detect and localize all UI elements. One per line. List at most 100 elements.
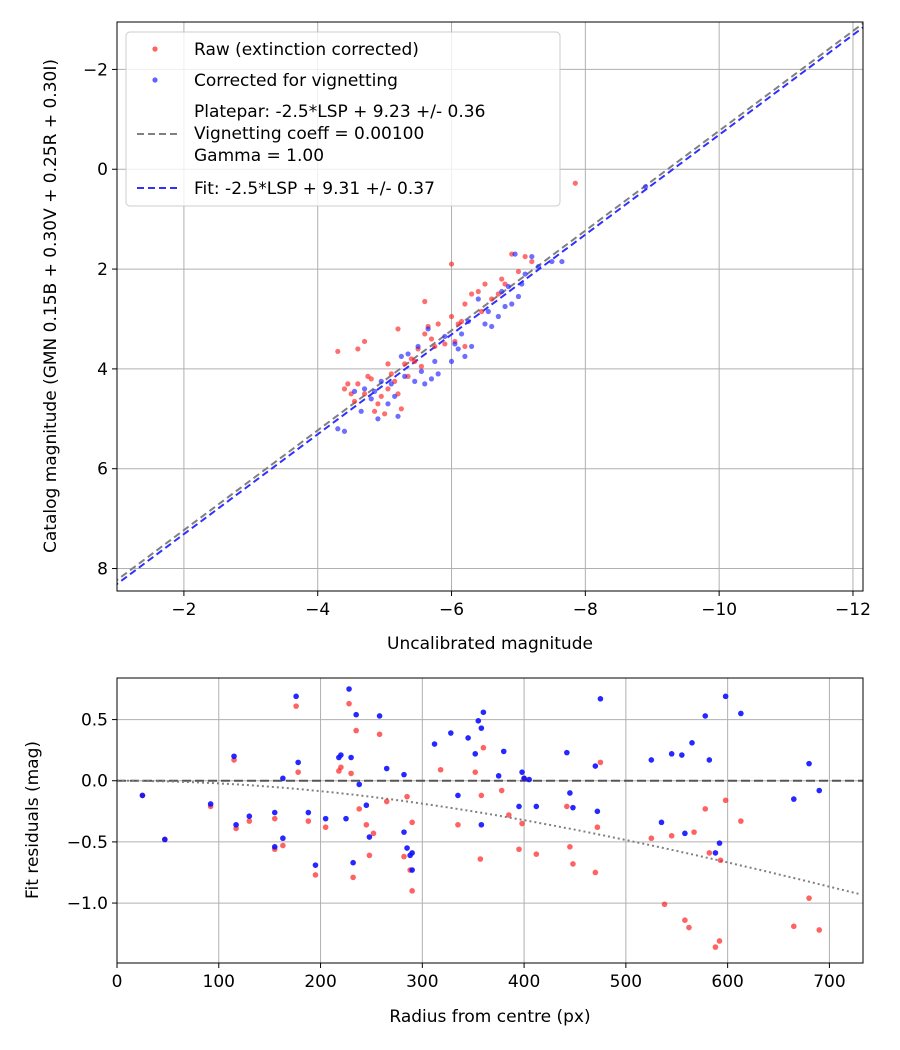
- raw-residual-point: [790, 923, 797, 930]
- corrected-residual-point: [495, 773, 502, 779]
- top-y-ticks: −2 0 2 4 6 8: [83, 60, 117, 580]
- residuals-chart: 0 100 200 300 400 500 600 700 0.5 0.0 −0.5 −1.0 Ra…: [23, 677, 864, 1027]
- raw-residual-point: [816, 927, 823, 933]
- raw-residual-point: [806, 895, 812, 901]
- corrected-residual-point: [312, 862, 319, 868]
- corrected-residual-point: [702, 713, 709, 719]
- bottom-grid: [116, 678, 863, 963]
- corrected-residual-point: [455, 792, 461, 799]
- raw-point: [475, 288, 481, 295]
- raw-point: [469, 291, 475, 297]
- raw-residual-point: [346, 700, 352, 707]
- raw-point: [345, 381, 351, 387]
- bottom-x-tick-label: 500: [610, 972, 642, 992]
- corrected-point: [422, 381, 428, 387]
- raw-point: [335, 348, 341, 355]
- corrected-residual-point: [472, 751, 479, 757]
- top-x-tick-label: −4: [305, 600, 330, 620]
- raw-residual-point: [271, 815, 278, 822]
- raw-point: [375, 401, 381, 407]
- raw-residual-point: [706, 850, 713, 856]
- raw-residual-point: [376, 731, 383, 738]
- raw-residual-point: [592, 869, 599, 876]
- corrected-point: [435, 371, 441, 377]
- top-points: [335, 180, 649, 434]
- raw-residual-point: [712, 944, 719, 950]
- top-y-tick-label: 4: [97, 360, 108, 380]
- bottom-points: [139, 686, 823, 950]
- corrected-point: [368, 396, 374, 402]
- corrected-residual-point: [567, 790, 573, 796]
- raw-residual-point: [409, 819, 415, 826]
- corrected-residual-point: [366, 834, 373, 840]
- corrected-residual-point: [570, 804, 576, 811]
- legend-corrected-marker: [152, 77, 158, 83]
- corrected-residual-point: [404, 845, 410, 851]
- bottom-y-tick-label: 0.5: [81, 711, 108, 731]
- corrected-point: [458, 331, 465, 337]
- corrected-residual-point: [533, 803, 540, 810]
- corrected-point: [412, 378, 418, 384]
- corrected-residual-point: [738, 710, 744, 717]
- corrected-residual-point: [806, 760, 812, 767]
- raw-residual-point: [691, 829, 697, 835]
- legend-platepar-label: Platepar: -2.5*LSP + 9.23 +/- 0.36: [194, 102, 485, 122]
- raw-point: [522, 253, 528, 260]
- corrected-point: [535, 263, 542, 270]
- raw-residual-point: [597, 759, 604, 766]
- corrected-point: [448, 358, 455, 365]
- fit-line: [117, 26, 863, 586]
- corrected-point: [522, 271, 528, 277]
- top-x-tick-label: −2: [171, 600, 196, 620]
- legend-vignetting-label: Vignetting coeff = 0.00100: [194, 124, 424, 144]
- top-x-tick-label: −12: [835, 600, 871, 620]
- bottom-x-tick-label: 600: [711, 972, 743, 992]
- raw-residual-point: [567, 843, 573, 850]
- legend-corrected-label: Corrected for vignetting: [194, 71, 398, 91]
- corrected-residual-point: [348, 754, 354, 761]
- raw-residual-point: [477, 856, 484, 862]
- raw-point: [462, 301, 468, 307]
- raw-point: [371, 408, 378, 414]
- corrected-residual-point: [526, 776, 532, 783]
- corrected-residual-point: [322, 815, 329, 822]
- corrected-point: [485, 308, 491, 315]
- corrected-residual-point: [564, 749, 570, 756]
- top-fit-lines: [117, 22, 863, 586]
- corrected-residual-point: [475, 718, 482, 724]
- corrected-point: [351, 388, 358, 394]
- corrected-residual-point: [363, 802, 370, 809]
- corrected-point: [529, 253, 535, 260]
- raw-residual-point: [348, 770, 354, 777]
- bottom-y-tick-label: −1.0: [67, 894, 108, 914]
- raw-residual-point: [370, 830, 377, 837]
- corrected-residual-point: [338, 752, 344, 758]
- corrected-residual-point: [689, 740, 695, 746]
- corrected-residual-point: [293, 693, 299, 700]
- platepar-line: [117, 22, 863, 582]
- raw-point: [448, 313, 455, 320]
- raw-residual-point: [564, 803, 570, 810]
- legend: Raw (extinction corrected) Corrected for…: [125, 31, 561, 207]
- corrected-point: [432, 358, 438, 365]
- corrected-residual-point: [712, 850, 719, 856]
- raw-point: [422, 298, 428, 305]
- corrected-residual-point: [280, 775, 286, 782]
- raw-point: [572, 180, 578, 186]
- corrected-point: [405, 351, 411, 357]
- bottom-x-tick-label: 100: [203, 972, 235, 992]
- raw-point: [355, 346, 361, 352]
- corrected-point: [415, 343, 421, 350]
- raw-point: [365, 373, 371, 379]
- top-plot-frame: [116, 21, 864, 592]
- raw-point: [395, 326, 401, 332]
- raw-point: [432, 343, 438, 350]
- raw-point: [341, 386, 348, 392]
- corrected-point: [509, 301, 515, 307]
- raw-residual-point: [338, 764, 344, 771]
- top-y-tick-label: 0: [97, 160, 108, 180]
- top-x-tick-label: −8: [573, 600, 598, 620]
- raw-residual-point: [350, 874, 356, 881]
- raw-residual-point: [702, 806, 709, 812]
